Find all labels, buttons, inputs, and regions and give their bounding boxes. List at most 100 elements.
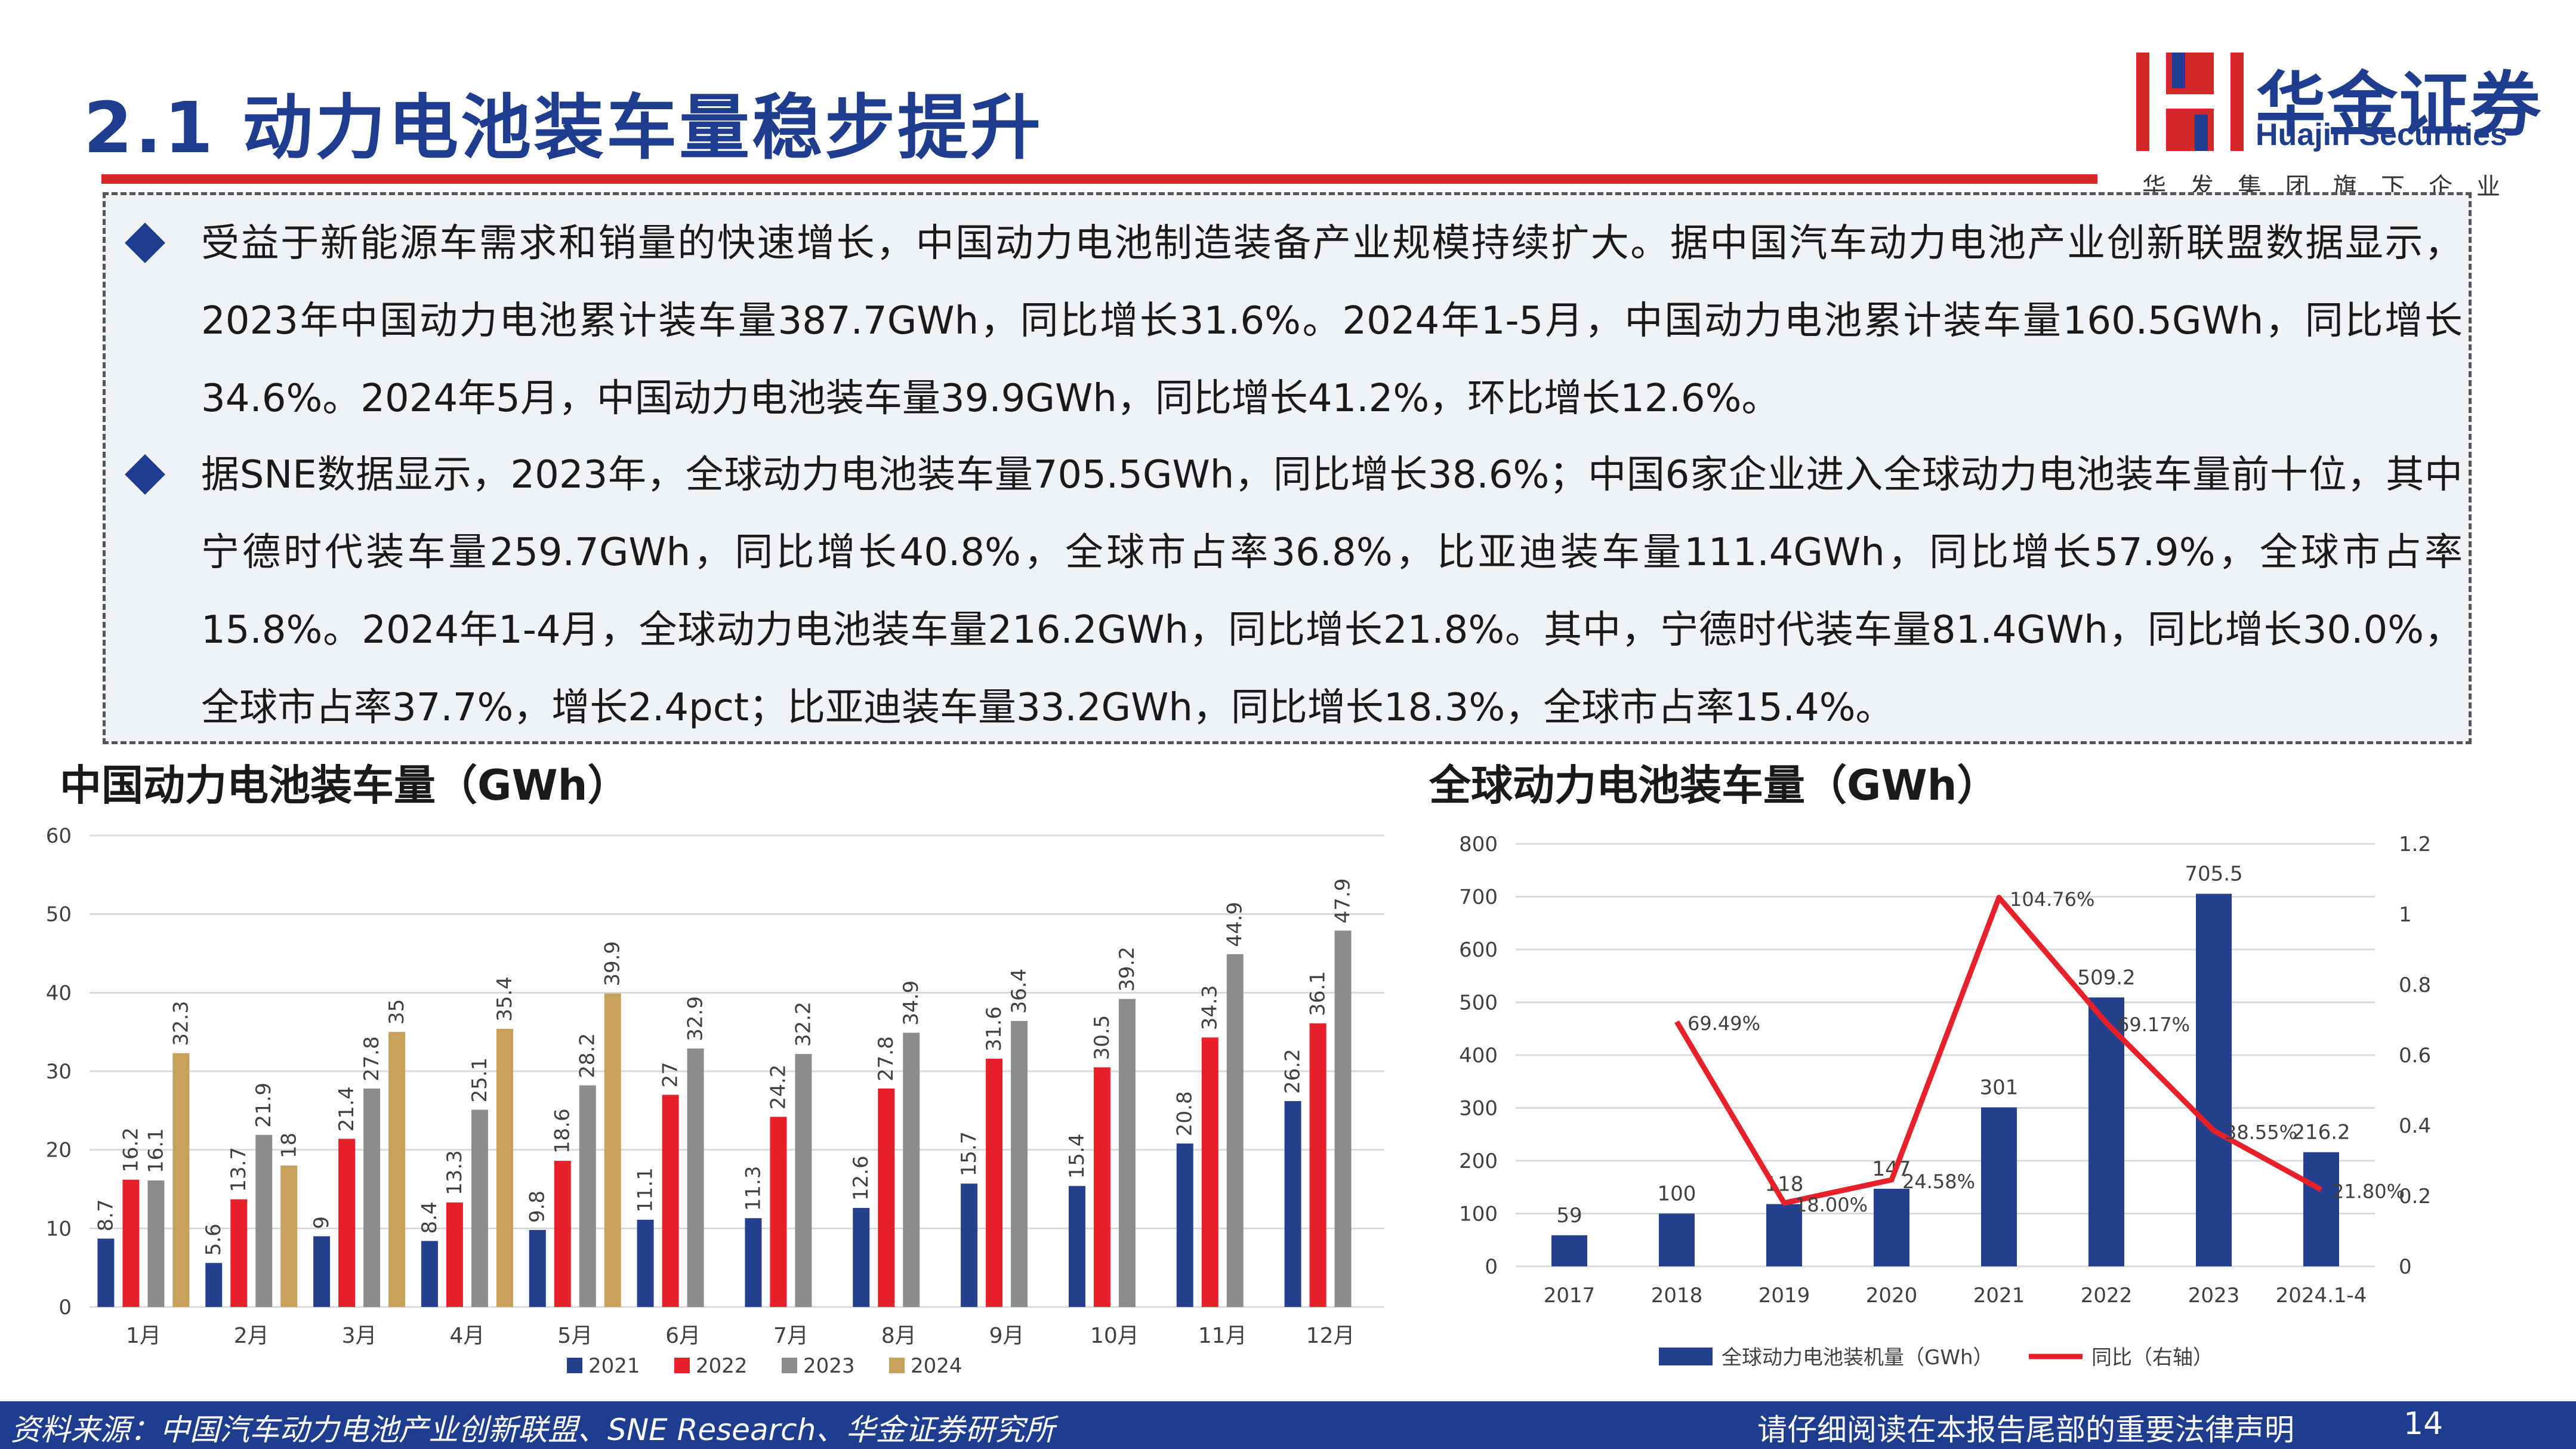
data-label: 32.3 [169, 1001, 193, 1046]
bar-2021 [1068, 1186, 1085, 1307]
bar-2022 [338, 1139, 356, 1307]
data-label: 39.2 [1115, 947, 1139, 992]
y-tick-label: 600 [1459, 938, 1498, 962]
y-tick-label: 30 [46, 1060, 72, 1084]
data-label: 44.9 [1223, 902, 1247, 947]
x-tick-label: 2018 [1651, 1284, 1703, 1308]
bar-2024 [172, 1053, 190, 1307]
data-label: 16.2 [119, 1127, 143, 1173]
data-label: 26.2 [1281, 1049, 1305, 1094]
y2-tick-label: 1 [2399, 903, 2412, 927]
y2-tick-label: 0 [2399, 1255, 2412, 1279]
bar-2023 [471, 1109, 488, 1307]
x-tick-label: 4月 [449, 1324, 485, 1348]
paragraph-2: 据SNE数据显示，2023年，全球动力电池装车量705.5GWh，同比增长38.… [201, 453, 2463, 730]
bar-2021 [745, 1218, 762, 1307]
x-tick-label: 2月 [234, 1324, 269, 1348]
y-tick-label: 700 [1459, 886, 1498, 910]
bar-2023 [903, 1032, 920, 1307]
bar-2022 [1201, 1037, 1218, 1307]
global-battery-chart: 0 100 200 300 400 500 600 700 800 0 0.2 0.4 0.6 0.8 1 1… [1459, 833, 2431, 1370]
legend-label: 2024 [911, 1354, 962, 1378]
footer-bar [0, 1401, 2576, 1449]
summary-box: 受益于新能源车需求和销量的快速增长，中国动力电池制造装备产业规模持续扩大。据中国… [103, 192, 2472, 744]
y2-tick-label: 0.4 [2399, 1114, 2431, 1138]
bar-global-volume [1551, 1235, 1587, 1266]
data-label: 5.6 [202, 1223, 226, 1256]
legend-label: 全球动力电池装机量（GWh） [1722, 1346, 1994, 1370]
bar-2023 [1118, 998, 1136, 1307]
legend-label: 2023 [803, 1354, 855, 1378]
data-label: 28.2 [576, 1033, 600, 1078]
x-tick-label: 1月 [126, 1324, 161, 1348]
data-label: 21.4 [335, 1087, 359, 1132]
line-data-label: 24.58% [1902, 1170, 1975, 1193]
data-label: 705.5 [2185, 862, 2242, 886]
x-tick-label: 9月 [989, 1324, 1025, 1348]
bar-2023 [795, 1054, 812, 1307]
data-label: 32.2 [791, 1001, 815, 1047]
legend-swatch-2022 [674, 1358, 690, 1373]
data-label: 34.9 [899, 981, 923, 1026]
bar-global-volume [2088, 997, 2124, 1266]
data-label: 9.8 [526, 1191, 550, 1223]
company-logo: 华金证券 Huajin Securities 华发集团旗下企业 [2136, 53, 2548, 201]
data-label: 509.2 [2077, 966, 2135, 989]
data-label: 31.6 [982, 1006, 1006, 1052]
x-tick-label: 2022 [2081, 1284, 2133, 1308]
data-label: 9 [310, 1216, 334, 1229]
legal-disclaimer: 请仔细阅读在本报告尾部的重要法律声明 [1757, 1413, 2294, 1447]
legend-label: 2021 [588, 1354, 640, 1378]
y-tick-label: 100 [1459, 1203, 1498, 1226]
data-label: 12.6 [849, 1155, 873, 1201]
legend-label: 同比（右轴） [2091, 1346, 2213, 1370]
line-data-label: 21.80% [2332, 1180, 2405, 1203]
bar-global-volume [2303, 1152, 2339, 1266]
data-label: 8.7 [94, 1199, 118, 1231]
bar-2021 [637, 1219, 654, 1307]
data-label: 301 [1980, 1076, 2019, 1100]
x-tick-label: 2017 [1544, 1284, 1596, 1308]
paragraph-1: 受益于新能源车需求和销量的快速增长，中国动力电池制造装备产业规模持续扩大。据中国… [201, 221, 2463, 421]
bar-2023 [687, 1048, 704, 1307]
data-label: 47.9 [1331, 878, 1355, 924]
data-label: 30.5 [1090, 1015, 1114, 1060]
data-label: 36.4 [1007, 969, 1031, 1014]
data-label: 32.9 [684, 996, 708, 1041]
x-tick-label: 11月 [1198, 1324, 1247, 1348]
data-label: 8.4 [418, 1201, 442, 1234]
bar-2022 [986, 1058, 1003, 1307]
data-label: 35 [385, 999, 409, 1025]
data-label: 11.1 [634, 1167, 658, 1213]
bar-2021 [205, 1263, 223, 1307]
data-label: 24.2 [766, 1065, 790, 1110]
diamond-bullet-icon [125, 223, 165, 263]
y2-tick-label: 0.6 [2399, 1044, 2431, 1068]
legend-label: 2022 [696, 1354, 748, 1378]
china-chart-title: 中国动力电池装车量（GWh） [60, 761, 630, 810]
x-tick-label: 8月 [881, 1324, 917, 1348]
data-label: 216.2 [2292, 1121, 2350, 1145]
x-tick-label: 7月 [773, 1324, 809, 1348]
data-label: 15.4 [1065, 1134, 1089, 1179]
bar-2021 [421, 1241, 438, 1307]
bar-2023 [1226, 954, 1244, 1307]
bar-2021 [853, 1208, 870, 1307]
bar-2022 [770, 1117, 787, 1307]
x-tick-label: 2021 [1973, 1284, 2025, 1308]
data-label: 21.9 [252, 1083, 276, 1128]
x-tick-label: 2024.1-4 [2276, 1284, 2367, 1308]
y-tick-label: 10 [46, 1217, 72, 1241]
bar-global-volume [1659, 1213, 1695, 1266]
bar-2024 [496, 1028, 513, 1307]
bar-global-volume [1874, 1188, 1909, 1266]
data-label: 27.8 [360, 1036, 384, 1081]
x-tick-label: 2019 [1759, 1284, 1810, 1308]
logo-english-name: Huajin Securities [2256, 118, 2507, 152]
data-label: 13.3 [443, 1150, 467, 1195]
bar-global-volume [1981, 1107, 2017, 1266]
y-tick-label: 50 [46, 903, 72, 927]
y2-tick-label: 0.8 [2399, 973, 2431, 997]
data-label: 16.1 [144, 1128, 168, 1173]
bar-2022 [662, 1095, 679, 1307]
